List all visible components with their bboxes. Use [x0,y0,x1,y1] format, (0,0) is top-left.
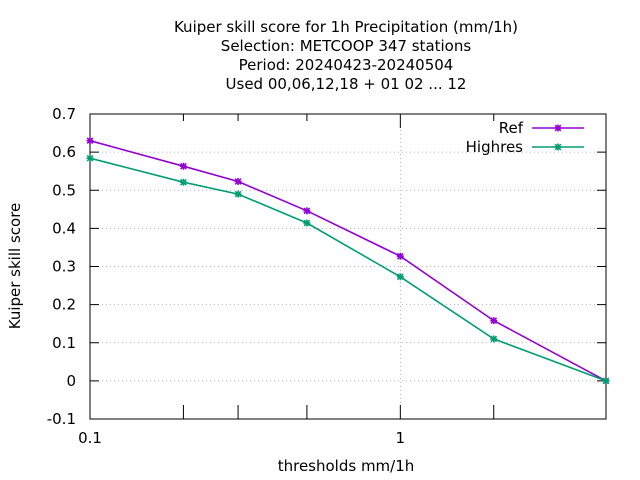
marker-stroke [554,124,562,132]
y-tick-label: 0.5 [52,181,76,199]
y-tick-label: 0.7 [52,105,76,123]
marker-stroke [396,252,404,260]
marker-stroke [86,154,94,162]
y-tick-label: 0 [66,372,76,390]
y-tick-label: 0.1 [52,334,76,352]
y-tick-label: 0.3 [52,258,76,276]
legend-label-ref: Ref [499,119,524,137]
data-point-highres [234,190,242,198]
series-line-highres [89,157,607,382]
x-tick-label: 1 [396,429,406,447]
marker-stroke [602,377,610,385]
marker-stroke [234,178,242,185]
plot-frame [89,113,607,420]
chart-title: Kuiper skill score for 1h Precipitation … [174,18,518,93]
marker-stroke [303,207,311,215]
title-line-4: Used 00,06,12,18 + 01 02 ... 12 [226,75,467,93]
y-axis-label: Kuiper skill score [6,203,24,330]
marker-stroke [180,178,187,186]
data-point-ref [490,317,498,325]
y-tick-label: 0.6 [52,143,76,161]
marker-stroke [180,162,187,170]
data-point-highres [303,219,311,227]
data-point-ref [179,162,187,170]
data-point-highres [490,335,498,343]
title-line-3: Period: 20240423-20240504 [239,56,454,74]
data-point-highres [602,377,610,385]
marker-stroke [234,190,242,198]
legend-marker-ref [554,124,562,132]
marker-stroke [303,219,311,227]
title-line-2: Selection: METCOOP 347 stations [221,37,472,55]
series-line-ref [89,139,607,382]
marker-stroke [490,335,498,343]
data-point-ref [86,137,94,145]
marker-stroke [490,317,498,325]
y-tick-label: -0.1 [47,410,76,428]
data-point-ref [396,252,404,260]
data-point-highres [86,154,94,162]
marker-stroke [554,143,562,151]
y-tick-label: 0.2 [52,296,76,314]
legend-marker-highres [554,143,562,151]
grid [90,114,606,419]
axis-ticks: -0.1 0 0.1 0.2 0.3 0.4 0.5 0.6 0.7 0.1 1 [47,105,607,447]
series-lines [86,137,610,385]
data-point-highres [179,178,187,186]
x-axis-label: thresholds mm/1h [278,457,415,475]
marker-stroke [396,273,404,281]
y-tick-label: 0.4 [52,219,76,237]
data-point-highres [396,273,404,281]
legend-label-highres: Highres [466,138,524,156]
data-point-ref [303,207,311,215]
marker-stroke [86,137,94,145]
title-line-1: Kuiper skill score for 1h Precipitation … [174,18,518,36]
x-tick-label: 0.1 [78,429,102,447]
data-point-ref [234,177,242,185]
